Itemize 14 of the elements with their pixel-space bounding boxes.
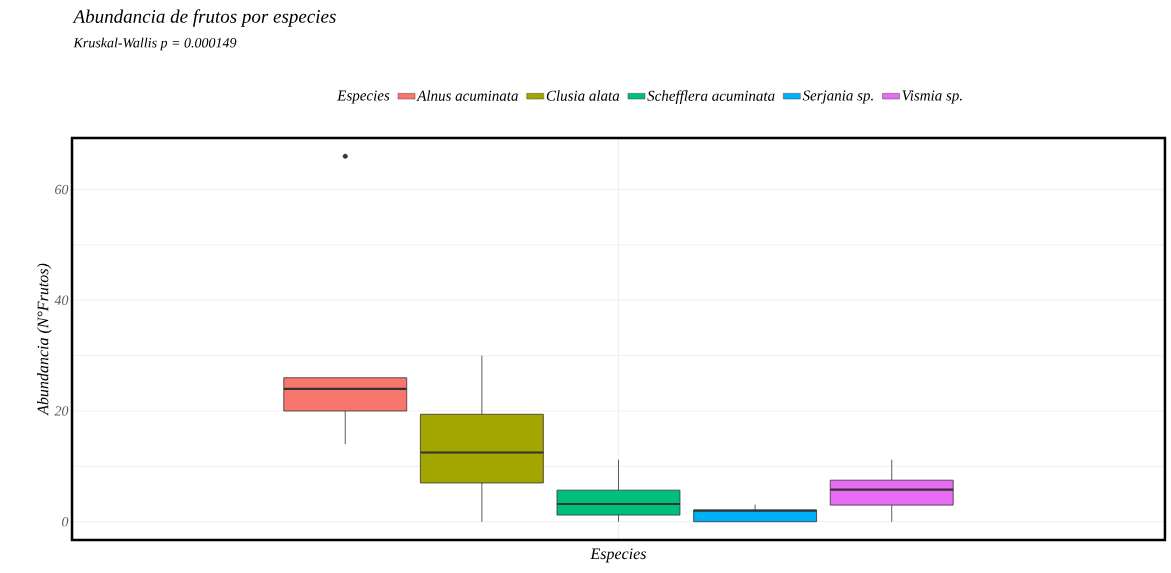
chart-title: Abundancia de frutos por especies bbox=[72, 9, 336, 27]
y-tick-label: 60 bbox=[55, 184, 69, 195]
legend-label: Vismia sp. bbox=[902, 90, 962, 104]
y-tick-label: 20 bbox=[54, 406, 69, 416]
legend-label: Alnus acuminata bbox=[416, 90, 518, 101]
x-axis-title: Especies bbox=[590, 548, 646, 563]
legend-label: Clusia alata bbox=[546, 90, 620, 101]
y-tick-label: 40 bbox=[54, 295, 69, 305]
y-axis-title: Abundancia (N°Frutos) bbox=[37, 263, 52, 416]
chart-subtitle: Kruskal-Wallis p = 0.000149 bbox=[73, 37, 237, 51]
legend-label: Serjania sp. bbox=[802, 90, 873, 104]
y-tick-label: 0 bbox=[62, 516, 69, 527]
legend-label: Schefflera acuminata bbox=[647, 90, 775, 104]
legend-title: Especies bbox=[337, 90, 390, 104]
